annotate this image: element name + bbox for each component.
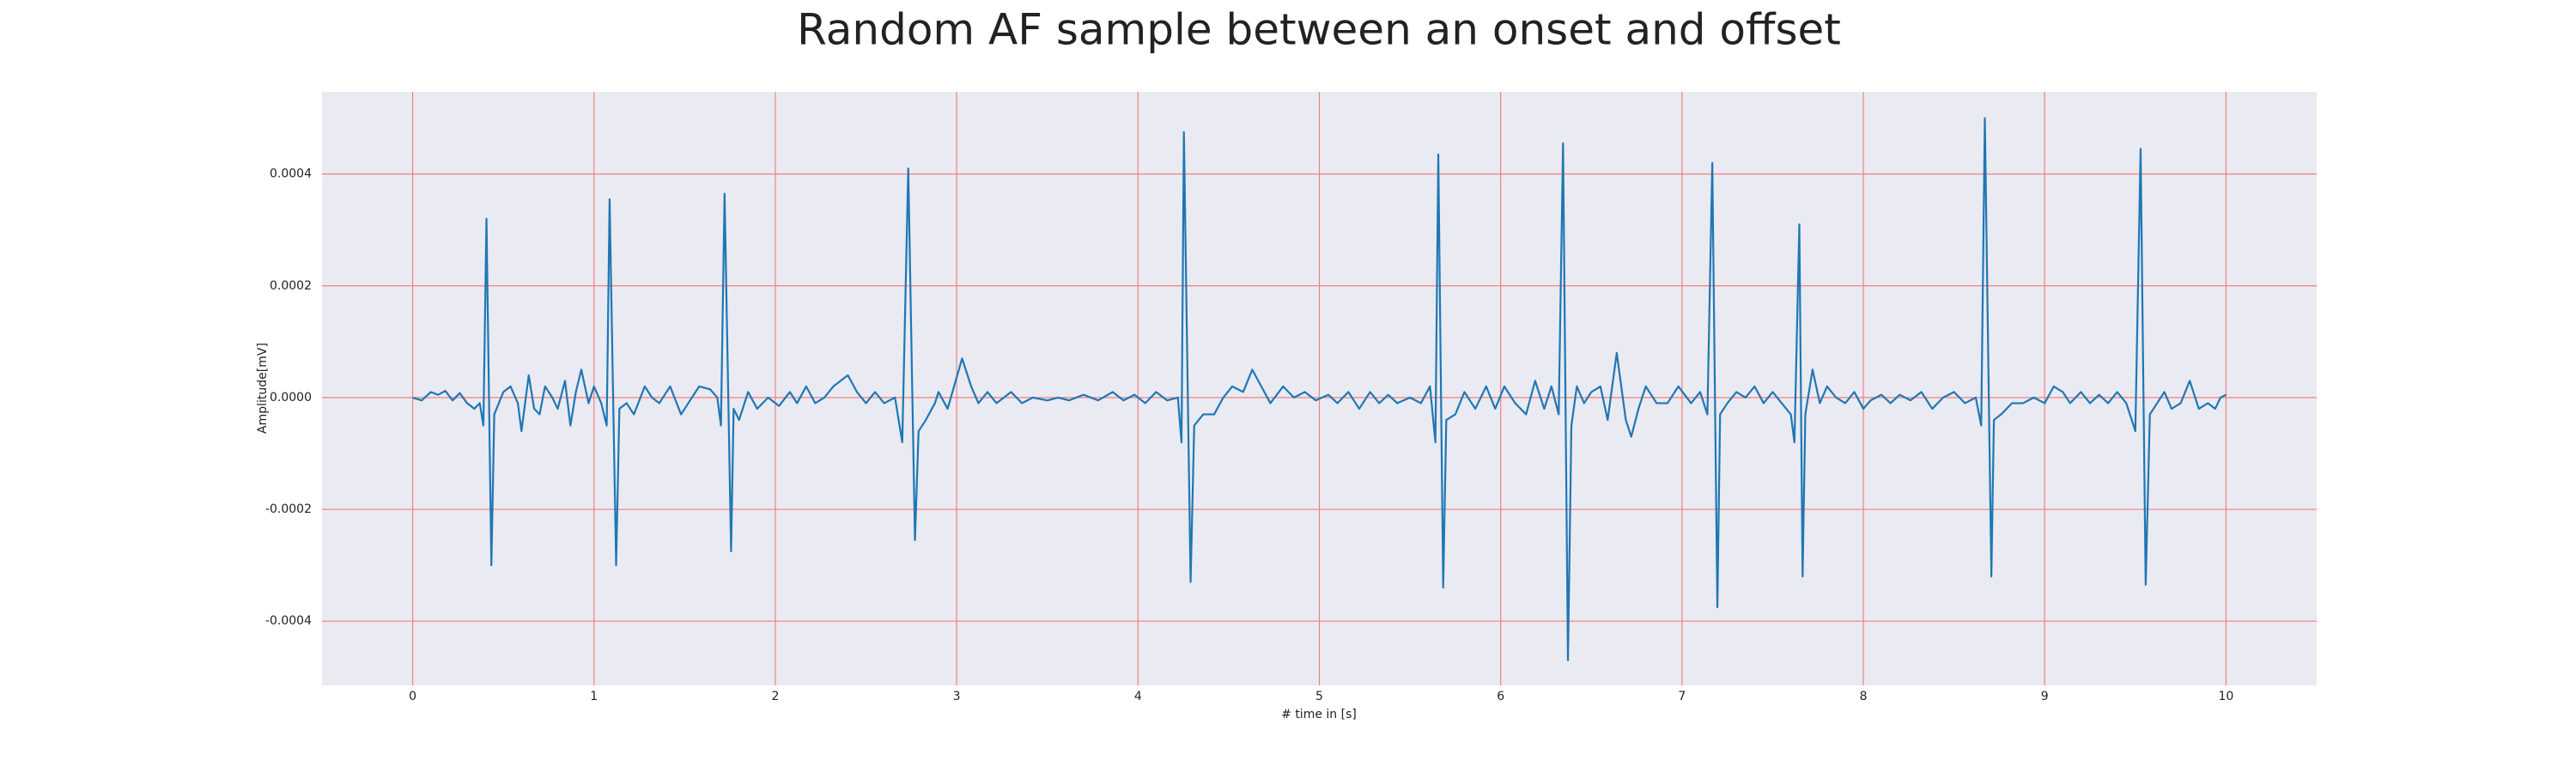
x-tick-label: 0 <box>409 690 416 703</box>
x-tick-label: 2 <box>771 690 779 703</box>
y-axis-label: Amplitude[mV] <box>256 343 270 434</box>
x-tick-label: 8 <box>1860 690 1868 703</box>
y-tick-label: 0.0002 <box>270 279 312 293</box>
y-tick-label: 0.0004 <box>270 167 312 181</box>
x-tick-label: 6 <box>1497 690 1504 703</box>
x-tick-label: 9 <box>2041 690 2049 703</box>
x-tick-label: 7 <box>1678 690 1686 703</box>
line-series <box>412 117 2227 661</box>
y-tick-label: 0.0000 <box>270 391 312 405</box>
x-tick-label: 3 <box>953 690 961 703</box>
x-tick-label: 4 <box>1134 690 1142 703</box>
x-axis-label: # time in [s] <box>1281 708 1357 721</box>
y-tick-label: -0.0004 <box>265 614 312 628</box>
chart-title: Random AF sample between an onset and of… <box>797 5 1841 55</box>
x-tick-label: 10 <box>2218 690 2233 703</box>
x-tick-label: 5 <box>1315 690 1323 703</box>
x-tick-label: 1 <box>590 690 598 703</box>
y-tick-label: -0.0002 <box>265 502 312 516</box>
